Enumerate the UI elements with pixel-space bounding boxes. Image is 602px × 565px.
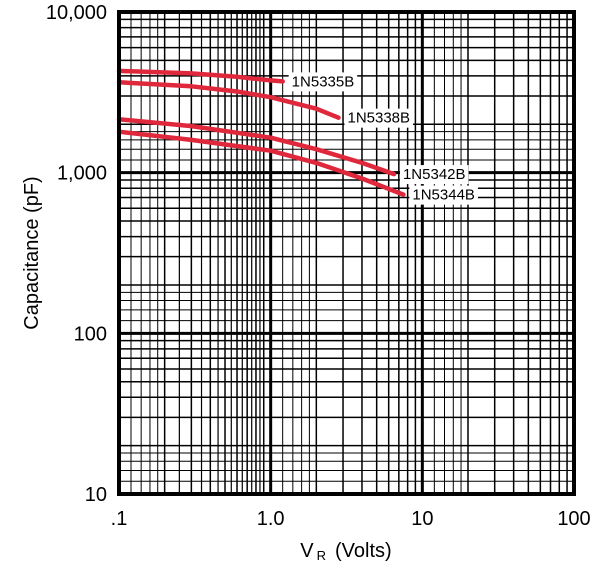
y-tick-label: 1,000 (57, 163, 107, 185)
series-label-background (288, 72, 358, 92)
series-label-background (399, 165, 469, 185)
x-tick-label: .1 (111, 508, 128, 530)
y-tick-label: 100 (74, 323, 107, 345)
x-axis-title-sub: R (317, 548, 326, 563)
x-axis-title-main: V (300, 540, 314, 562)
series-label-text: 1N5338B (347, 110, 410, 127)
series-label-text: 1N5344B (412, 187, 475, 204)
y-tick-label: 10,000 (46, 2, 107, 24)
series-label-text: 1N5342B (403, 166, 466, 183)
series-label-1n5342b: 1N5342B (399, 165, 469, 185)
x-tick-label: 1.0 (257, 508, 285, 530)
series-line-1n5335b (116, 68, 285, 84)
svg-text:VR(Volts): V R (Volts) (300, 540, 391, 563)
series-label-1n5338b: 1N5338B (344, 108, 414, 128)
series-line-1n5338b (116, 80, 341, 120)
plot-frame (117, 10, 576, 496)
series-label-1n5344b: 1N5344B (409, 185, 478, 205)
series-label-background (409, 185, 478, 205)
series-label-1n5335b: 1N5335B (288, 72, 358, 92)
series-label-background (344, 108, 414, 128)
x-tick-label: 100 (557, 508, 590, 530)
x-axis-title: V R (Volts) (300, 540, 391, 563)
series-line-1n5344b (116, 129, 406, 197)
series-line-1n5342b (116, 117, 397, 177)
y-tick-labels: 10 100 1,000 10,000 (46, 2, 107, 506)
series-labels: 1N5335B 1N5338B 1N5342B 1N5344B (288, 72, 478, 205)
x-tick-labels: .1 1.0 10 100 (111, 508, 591, 530)
y-axis-title: Capacitance (pF) (21, 176, 43, 329)
series-lines (116, 68, 406, 197)
x-axis-title-unit: (Volts) (335, 540, 392, 562)
y-tick-label: 10 (85, 484, 107, 506)
x-tick-label: 10 (411, 508, 433, 530)
series-label-text: 1N5335B (292, 73, 355, 90)
